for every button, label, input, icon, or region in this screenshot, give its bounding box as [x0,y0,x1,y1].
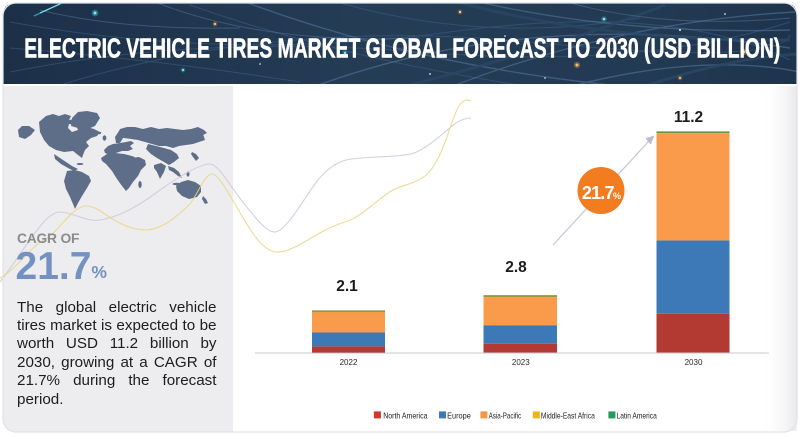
svg-text:%: % [613,191,621,201]
svg-text:North America: North America [383,410,428,420]
svg-text:2.8: 2.8 [505,259,527,276]
svg-text:21.7: 21.7 [582,183,615,203]
svg-text:2023: 2023 [512,358,530,367]
svg-text:Europe: Europe [447,410,471,420]
svg-text:2022: 2022 [340,358,358,367]
svg-text:2.1: 2.1 [336,278,358,295]
svg-text:11.2: 11.2 [674,109,703,126]
svg-text:Asia-Pacific: Asia-Pacific [489,410,522,420]
svg-text:CAGR OF: CAGR OF [17,231,79,246]
svg-text:Middle-East Africa: Middle-East Africa [541,410,595,420]
svg-text:ELECTRIC VEHICLE TIRES MARKET: ELECTRIC VEHICLE TIRES MARKET GLOBAL FOR… [24,33,780,64]
svg-text:2030: 2030 [685,358,703,367]
svg-text:Latin America: Latin America [617,410,658,420]
